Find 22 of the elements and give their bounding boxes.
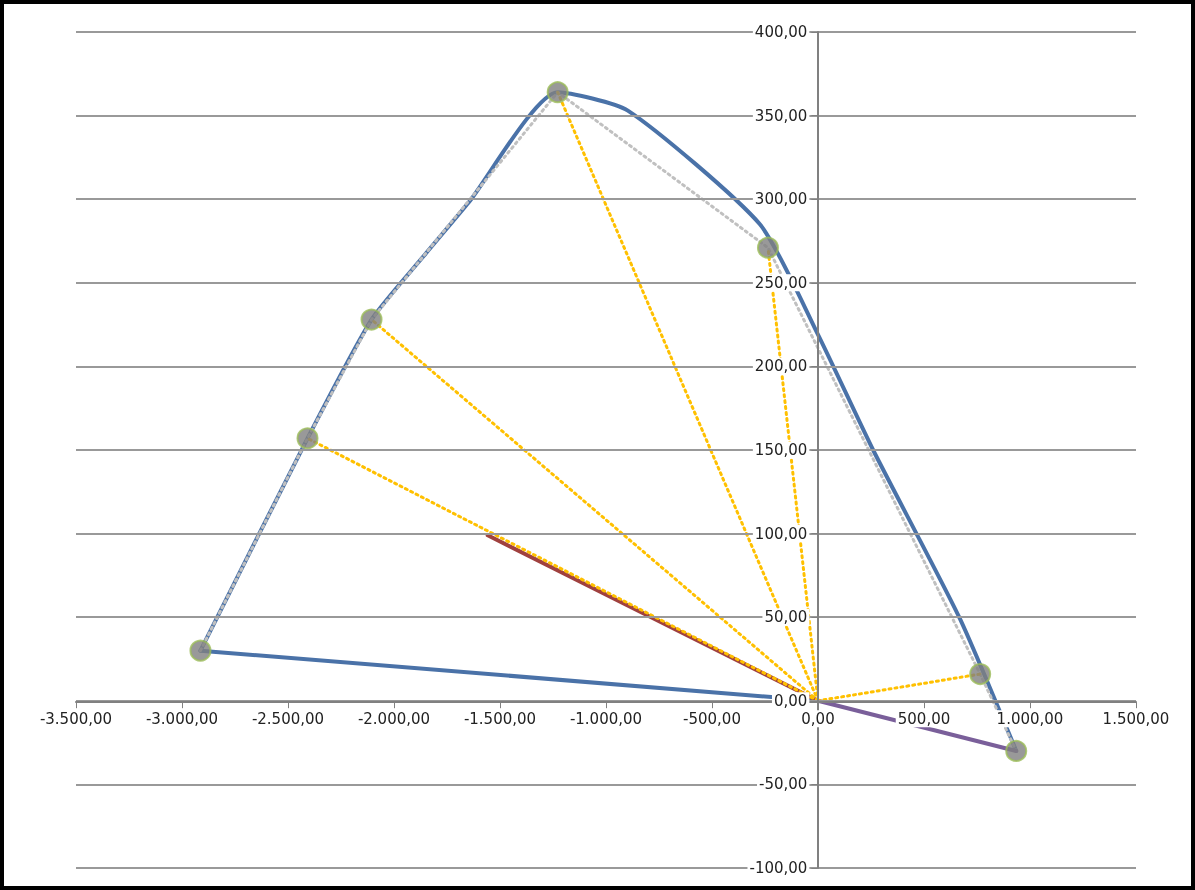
x-tick-label: -3.500,00	[39, 709, 113, 728]
y-tick-label: -100,00	[749, 859, 808, 877]
x-tick-label: 1.000,00	[996, 709, 1064, 728]
y-tick-label: 100,00	[754, 524, 808, 543]
x-tick-label: -3.000,00	[145, 709, 219, 728]
y-tick-label: 0,00	[773, 691, 808, 710]
x-tick-label: -500,00	[683, 709, 741, 728]
y-tick-label: 200,00	[754, 357, 808, 376]
y-tick-label: -50,00	[759, 775, 808, 794]
y-tick-label: 150,00	[754, 441, 808, 459]
y-tick-label: 50,00	[764, 608, 808, 627]
y-tick-label: 400,00	[754, 23, 808, 41]
x-tick-label: 1.500,00	[1102, 709, 1170, 728]
y-tick-label: 250,00	[754, 273, 808, 292]
y-tick-label: 300,00	[754, 190, 808, 209]
x-tick-label: -1.000,00	[569, 709, 643, 728]
x-tick-label: -2.000,00	[357, 709, 431, 728]
x-tick-label: -1.500,00	[463, 709, 537, 728]
y-tick-label: 350,00	[754, 106, 808, 125]
x-tick-label: 0,00	[801, 709, 835, 728]
x-tick-label: -2.500,00	[251, 709, 325, 728]
x-tick-label: 500,00	[897, 709, 951, 728]
